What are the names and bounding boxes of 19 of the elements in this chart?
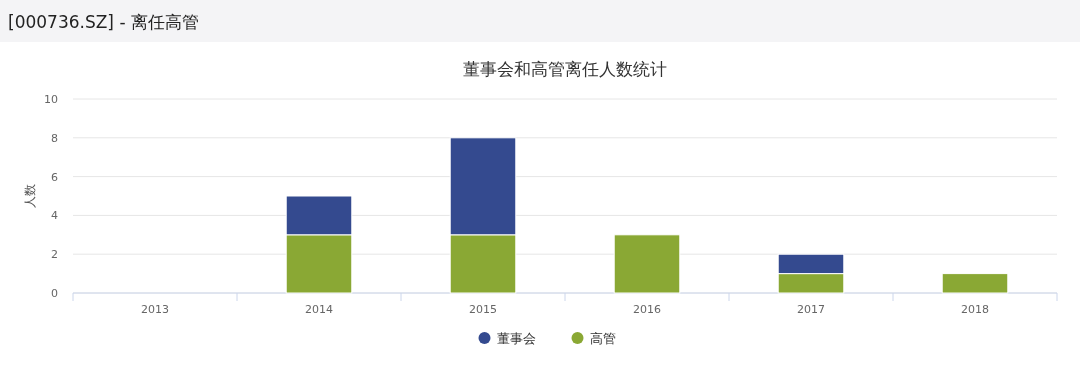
chart-title: 董事会和高管离任人数统计: [463, 59, 667, 79]
x-tick-label: 2015: [469, 303, 497, 316]
legend-label: 高管: [589, 331, 616, 346]
bar: [941, 273, 1009, 294]
y-tick-label: 2: [51, 248, 58, 262]
x-tick-label: 2016: [633, 303, 661, 316]
y-tick-label: 8: [51, 131, 58, 145]
text: [000736.SZ] - 离任高管: [8, 12, 199, 32]
y-tick-label: 10: [44, 93, 58, 106]
x-tick-label: 2014: [305, 303, 333, 316]
bar: [613, 234, 681, 294]
y-tick-label: 0: [51, 287, 58, 300]
x-tick-label: 2013: [141, 303, 169, 316]
x-tick-label: 2017: [797, 303, 825, 316]
x-tick-label: 2018: [961, 303, 989, 316]
y-axis-title: 人数: [23, 184, 37, 208]
y-tick-label: 6: [51, 170, 58, 184]
y-tick-label: 4: [51, 209, 58, 223]
legend-label: 董事会: [496, 331, 536, 346]
